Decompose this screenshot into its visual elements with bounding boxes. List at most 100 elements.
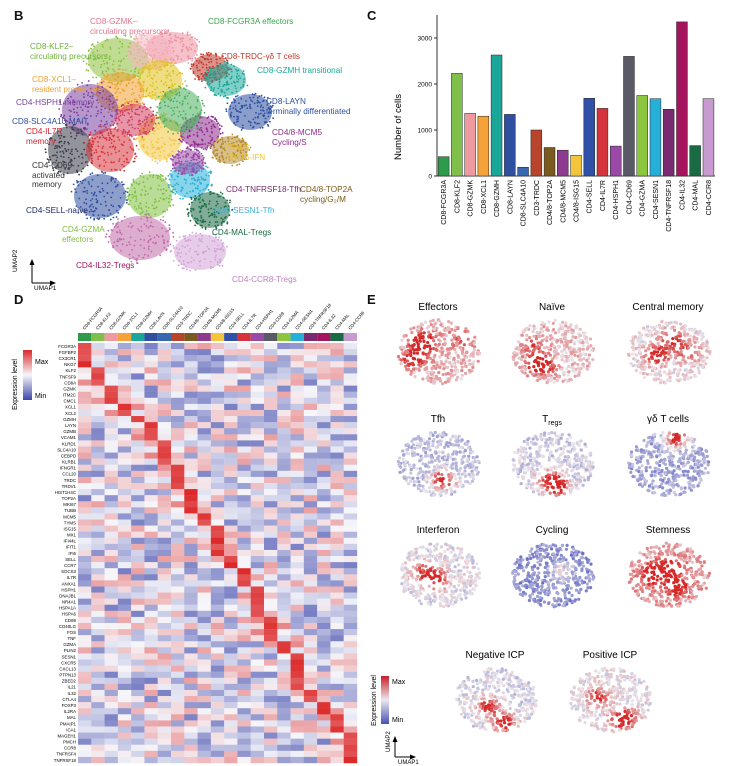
heatmap-cell [303, 647, 318, 654]
heatmap-cell [184, 659, 198, 666]
heatmap-cell [91, 623, 105, 630]
heatmap-cell [224, 616, 238, 624]
heatmap-cell [210, 470, 225, 478]
heatmap-cell [317, 604, 331, 612]
heatmap-cell [117, 689, 132, 697]
heatmap-cell [157, 635, 172, 642]
heatmap-cell [91, 403, 105, 411]
heatmap-cell [104, 610, 119, 618]
heatmap-cell [184, 464, 198, 472]
heatmap-cell [210, 513, 225, 520]
heatmap-cell [144, 507, 158, 514]
heatmap-cell [157, 446, 172, 453]
heatmap-cell [330, 373, 344, 380]
heatmap-cell [317, 501, 331, 508]
heatmap-cell [171, 708, 185, 715]
heatmap-cell [197, 531, 212, 538]
heatmap-cell [144, 403, 158, 411]
heatmap-cell [91, 391, 105, 398]
heatmap-cell [224, 537, 238, 545]
heatmap-cell [131, 349, 145, 356]
heatmap-cell [224, 470, 238, 478]
heatmap-cell [210, 556, 225, 563]
heatmap-cell [277, 501, 291, 508]
heatmap-cell [144, 586, 158, 593]
heatmap-cell [290, 416, 305, 423]
heatmap-cell [224, 580, 238, 587]
heatmap-cell [330, 513, 344, 520]
heatmap-cell [144, 623, 158, 630]
heatmap-cell [117, 610, 132, 618]
heatmap-cell [290, 543, 305, 551]
heatmap-cell [317, 403, 331, 411]
heatmap-cell [264, 422, 278, 429]
heatmap-cell [157, 343, 172, 350]
bar-chart-y-tick-label: 2000 [418, 82, 433, 89]
heatmap-cell [117, 556, 132, 563]
heatmap-cell [210, 525, 225, 532]
heatmap-cell [343, 452, 358, 459]
heatmap-cell [91, 501, 105, 508]
heatmap-cell [303, 397, 318, 405]
heatmap-cell [184, 428, 198, 435]
heatmap-cell [171, 641, 185, 648]
heatmap-cell [330, 696, 344, 703]
heatmap-cell [290, 440, 305, 447]
heatmap-cell [131, 367, 145, 374]
heatmap-cell [144, 489, 158, 496]
heatmap-cell [104, 446, 119, 453]
heatmap-cell [197, 391, 212, 398]
heatmap-cell [91, 616, 105, 624]
heatmap-cell [224, 629, 238, 636]
heatmap-cell [237, 391, 251, 398]
heatmap-cell [104, 452, 119, 459]
heatmap-cell [157, 470, 172, 478]
heatmap-cell [117, 677, 132, 685]
heatmap-cell [144, 562, 158, 569]
heatmap-cell [343, 537, 358, 545]
heatmap-cell [157, 744, 172, 752]
heatmap-cell [210, 738, 225, 745]
heatmap-cell [91, 677, 105, 685]
heatmap-cell [210, 629, 225, 636]
heatmap-cell [91, 732, 105, 739]
heatmap-cell [264, 671, 278, 678]
heatmap-cell [343, 428, 358, 435]
heatmap-cell [117, 750, 132, 758]
heatmap-cell [104, 355, 119, 362]
heatmap-cell [171, 726, 185, 733]
heatmap-cell [131, 732, 145, 739]
heatmap-cell [78, 689, 92, 697]
heatmap-cell [330, 562, 344, 569]
heatmap-cell [78, 549, 92, 557]
heatmap-cell [117, 422, 132, 429]
heatmap-cell [237, 537, 251, 545]
heatmap-cell [343, 665, 358, 672]
heatmap-cell [224, 677, 238, 685]
heatmap-cell [171, 653, 185, 660]
heatmap-cell [330, 683, 344, 691]
heatmap-cell [330, 422, 344, 429]
heatmap-column-color [131, 333, 145, 341]
cluster-label: CD4/8-TOP2A cycling/G₂/M [300, 185, 353, 204]
heatmap-cell [264, 373, 278, 380]
panel-e-label: E [367, 292, 376, 307]
heatmap-cell [303, 422, 318, 429]
heatmap-cell [290, 525, 305, 532]
feature-umap-x-arrow [410, 754, 416, 760]
heatmap-cell [184, 629, 198, 636]
heatmap-cell [317, 635, 331, 642]
umap-cluster [83, 124, 138, 173]
heatmap-cell [250, 720, 265, 727]
heatmap-cell [237, 367, 251, 374]
heatmap-cell [184, 598, 198, 605]
heatmap-cell [250, 580, 265, 587]
heatmap-cell [290, 556, 305, 563]
heatmap-cell [277, 714, 291, 721]
heatmap-cell [330, 568, 344, 575]
heatmap-column-label: CD4/8-MCM5 [201, 306, 222, 330]
heatmap-cell [343, 367, 358, 374]
heatmap-column-color [197, 333, 211, 341]
heatmap-cell [157, 519, 172, 526]
feature-umap: Tfh [396, 414, 481, 497]
